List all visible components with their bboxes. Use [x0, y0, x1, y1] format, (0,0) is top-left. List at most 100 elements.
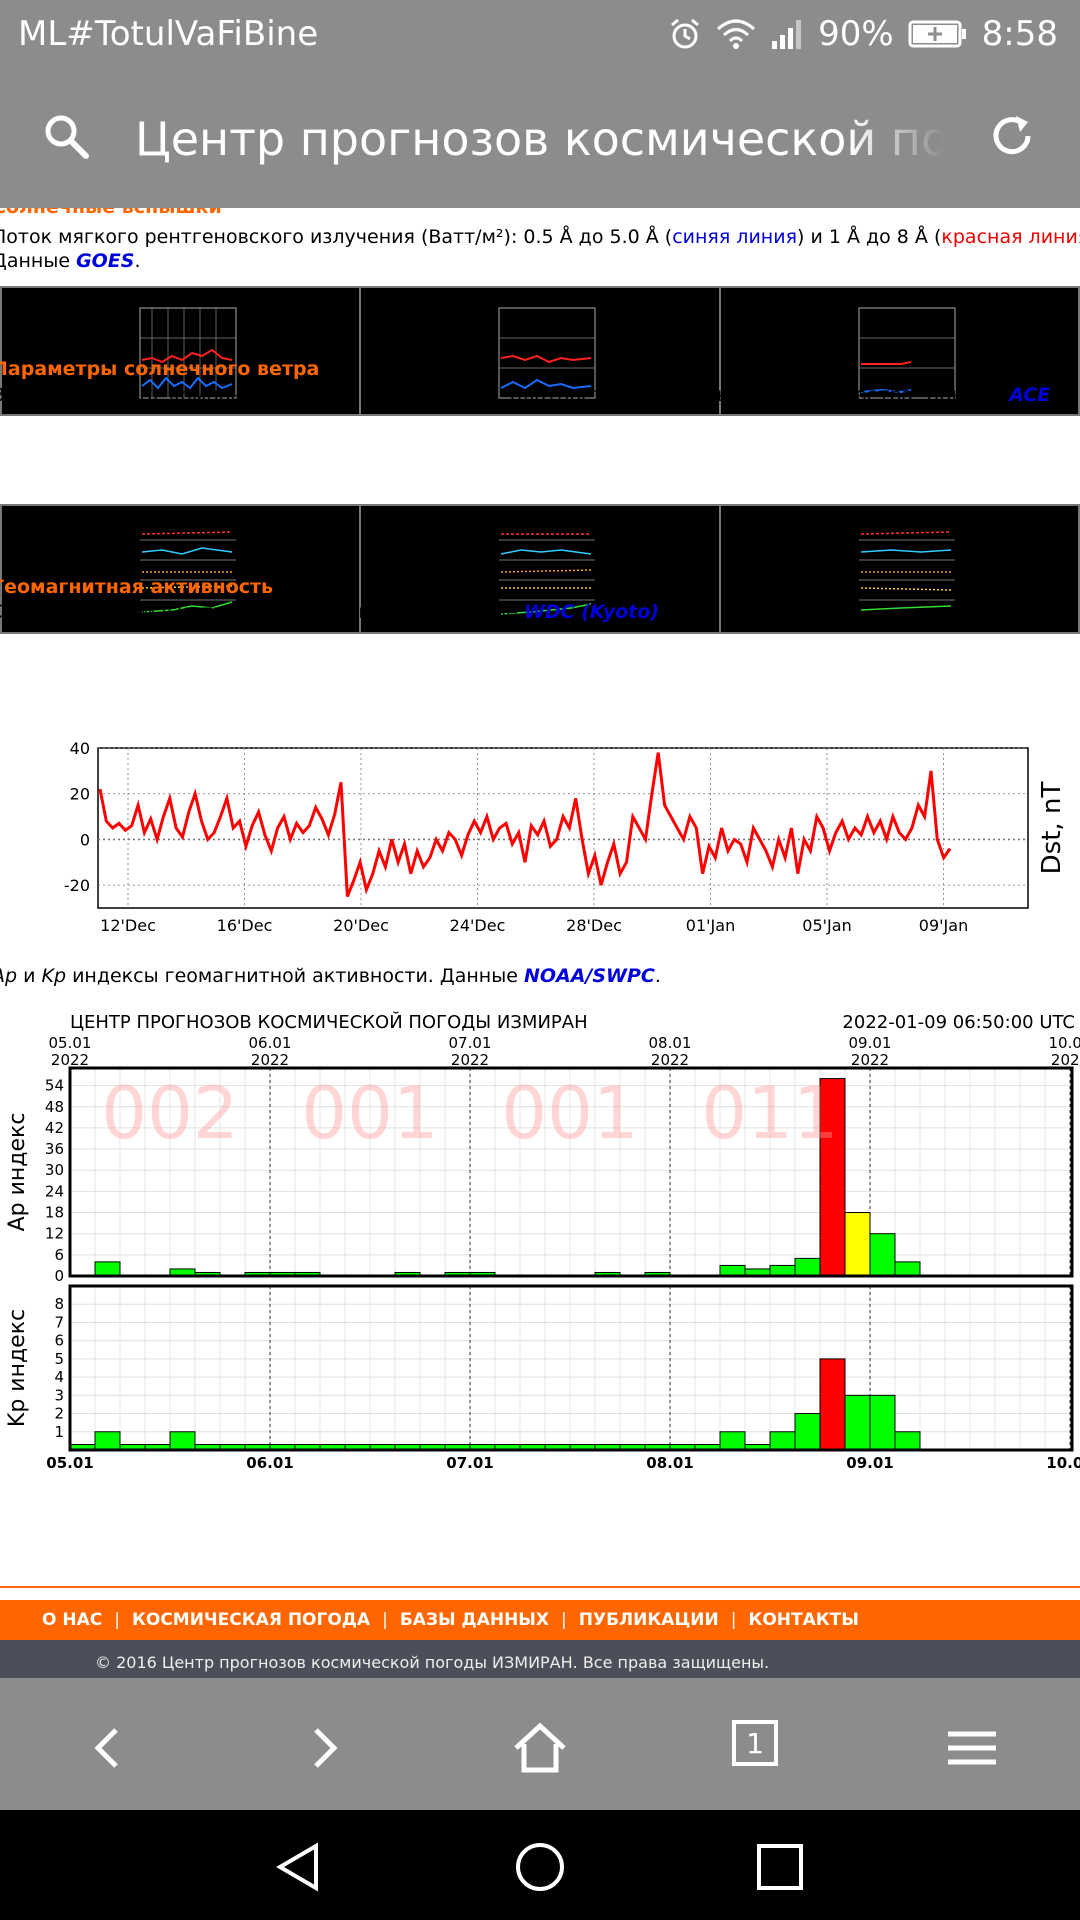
clock: 8:58 — [981, 14, 1058, 54]
ap-kp-description: Ap и Kp индексы геомагнитной активности.… — [0, 965, 661, 987]
flares-description: Поток мягкого рентгеновского излучения (… — [0, 226, 1080, 248]
kp-bar — [719, 1431, 746, 1451]
carrier-name: ML#TotulVaFiBine — [18, 14, 319, 54]
kp-y-axis-label: Kp индекс — [5, 1309, 30, 1427]
dst-x-tick-label: 28'Dec — [566, 916, 622, 935]
solar-wind-thumbnail-1[interactable] — [2, 506, 362, 632]
apkp-top-date-label: 10.01 — [1049, 1034, 1080, 1052]
tabs-button[interactable]: 1 — [732, 1720, 778, 1766]
dst-chart[interactable]: 40 20 0 -20 12'Dec 16'Dec 20'Dec 24'Dec 28'Dec 01… — [0, 728, 1080, 958]
xray-thumbnail-1[interactable] — [2, 288, 362, 414]
ap-bar — [869, 1233, 896, 1277]
apkp-top-date-label: 05.01 — [49, 1034, 92, 1052]
search-icon[interactable] — [42, 112, 90, 160]
dst-y-tick-label: 0 — [80, 830, 90, 849]
apkp-bottom-date-label: 07.01 — [446, 1454, 493, 1472]
apkp-bottom-date-label: 09.01 — [846, 1454, 893, 1472]
browser-bottom-bar — [0, 1678, 1080, 1810]
solar-wind-thumbnails — [0, 504, 1080, 634]
ap-watermark-text: 011 — [701, 1071, 838, 1155]
nav-back-icon[interactable] — [272, 1840, 326, 1894]
kp-y-tick-label: 2 — [54, 1405, 64, 1423]
apkp-bottom-date-label: 06.01 — [246, 1454, 293, 1472]
apkp-bottom-date-label: 10.01 — [1046, 1454, 1080, 1472]
ap-y-tick-label: 42 — [45, 1119, 64, 1137]
apkp-top-year-label: 2022 — [1051, 1051, 1080, 1069]
apkp-top-year-label: 2022 — [851, 1051, 889, 1069]
ap-bar — [94, 1261, 121, 1277]
nav-recents-icon[interactable] — [753, 1840, 807, 1894]
apkp-timestamp: 2022-01-09 06:50:00 UTC — [842, 1012, 1075, 1033]
section-title-flares: Солнечные вспышки — [0, 208, 222, 218]
ap-y-tick-label: 36 — [45, 1140, 64, 1158]
xray-thumbnail-3[interactable] — [721, 288, 1078, 414]
kp-bar — [844, 1394, 871, 1451]
ap-bar — [819, 1078, 846, 1277]
footer-link-publications[interactable]: ПУБЛИКАЦИИ — [578, 1610, 719, 1630]
web-page-content: Солнечные вспышки Поток мягкого рентгено… — [0, 208, 1080, 1678]
goes-link[interactable]: GOES — [76, 250, 135, 272]
apkp-top-year-label: 2022 — [451, 1051, 489, 1069]
menu-icon[interactable] — [942, 1718, 1002, 1778]
apkp-top-year-label: 2022 — [51, 1051, 89, 1069]
kp-y-tick-label: 6 — [54, 1332, 64, 1350]
section-title-geomagnetic: Геомагнитная активность — [0, 576, 274, 598]
ap-bar — [794, 1257, 821, 1277]
kp-bar — [869, 1394, 896, 1451]
kp-bar — [169, 1431, 196, 1451]
kp-bar — [769, 1431, 796, 1451]
solar-wind-description: Величина Bt и Bz компоненты, фаза, темпе… — [0, 384, 1057, 406]
ap-bar — [769, 1264, 796, 1277]
solar-wind-thumbnail-2[interactable] — [361, 506, 721, 632]
system-nav-bar — [0, 1810, 1080, 1920]
ap-bar — [719, 1264, 746, 1277]
ap-plot-frame — [68, 1066, 1074, 1278]
back-icon[interactable] — [78, 1718, 138, 1778]
apkp-top-date-label: 06.01 — [249, 1034, 292, 1052]
kp-y-tick-label: 7 — [54, 1313, 64, 1331]
reload-icon[interactable] — [988, 112, 1036, 160]
apkp-top-date-label: 07.01 — [449, 1034, 492, 1052]
battery-charging-icon — [908, 20, 966, 48]
ap-bar — [894, 1261, 921, 1277]
dst-x-tick-label: 05'Jan — [802, 916, 851, 935]
ap-y-tick-label: 48 — [45, 1098, 64, 1116]
xray-thumbnail-2[interactable] — [361, 288, 721, 414]
xray-thumbnails — [0, 286, 1080, 416]
ap-y-tick-label: 12 — [45, 1225, 64, 1243]
forward-icon[interactable] — [294, 1718, 354, 1778]
page-title[interactable]: Центр прогнозов космической погоды ИЗМИР… — [135, 112, 945, 166]
solar-wind-mini-chart — [140, 531, 236, 613]
flares-source: Данные GOES. — [0, 250, 141, 272]
apkp-chart-title: ЦЕНТР ПРОГНОЗОВ КОСМИЧЕСКОЙ ПОГОДЫ ИЗМИР… — [70, 1011, 588, 1033]
ace-link[interactable]: ACE — [1009, 384, 1051, 406]
ap-y-axis-label: Ap индекс — [5, 1113, 30, 1232]
apkp-top-date-label: 09.01 — [849, 1034, 892, 1052]
alarm-icon — [671, 18, 700, 49]
dst-y-tick-label: 40 — [70, 739, 90, 758]
dst-y-tick-label: 20 — [70, 785, 90, 804]
ap-kp-chart[interactable]: ЦЕНТР ПРОГНОЗОВ КОСМИЧЕСКОЙ ПОГОДЫ ИЗМИР… — [0, 998, 1080, 1478]
dst-series-line — [98, 752, 952, 898]
kp-bar — [94, 1431, 121, 1451]
footer-link-space-weather[interactable]: КОСМИЧЕСКАЯ ПОГОДА — [131, 1610, 371, 1630]
footer-link-databases[interactable]: БАЗЫ ДАННЫХ — [399, 1610, 550, 1630]
dst-x-tick-label: 12'Dec — [100, 916, 156, 935]
kp-bar — [819, 1358, 846, 1451]
solar-wind-thumbnail-3[interactable] — [721, 506, 1078, 632]
ap-bar — [844, 1212, 871, 1277]
nav-home-icon[interactable] — [513, 1840, 567, 1894]
kp-bar — [794, 1413, 821, 1451]
footer-link-about[interactable]: О НАС — [42, 1610, 103, 1630]
dst-x-tick-label: 24'Dec — [450, 916, 506, 935]
noaa-swpc-link[interactable]: NOAA/SWPC — [523, 965, 655, 987]
wdc-kyoto-link[interactable]: WDC (Kyoto) — [523, 601, 659, 623]
ap-y-tick-label: 18 — [45, 1204, 64, 1222]
home-icon[interactable] — [510, 1718, 570, 1778]
footer-link-contacts[interactable]: КОНТАКТЫ — [748, 1610, 859, 1630]
xray-mini-chart — [139, 307, 237, 399]
status-bar: ML#TotulVaFiBine 90% 8:58 — [0, 0, 1080, 72]
battery-percent: 90% — [818, 14, 894, 54]
apkp-bottom-date-label: 05.01 — [46, 1454, 93, 1472]
dst-x-tick-label: 01'Jan — [686, 916, 735, 935]
